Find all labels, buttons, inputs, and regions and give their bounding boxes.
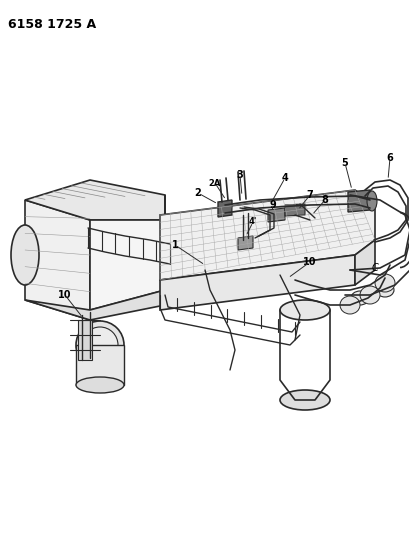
Text: 5: 5 — [341, 158, 348, 168]
Ellipse shape — [350, 291, 368, 305]
Text: 3: 3 — [236, 170, 243, 180]
Ellipse shape — [339, 296, 359, 314]
Ellipse shape — [11, 225, 39, 285]
Text: C: C — [371, 263, 378, 273]
Polygon shape — [25, 290, 164, 320]
Text: 1: 1 — [171, 240, 178, 250]
Polygon shape — [354, 240, 374, 285]
Polygon shape — [78, 320, 92, 360]
Polygon shape — [267, 208, 284, 222]
Ellipse shape — [279, 390, 329, 410]
Ellipse shape — [82, 327, 118, 363]
Text: 2A: 2A — [208, 179, 220, 188]
Text: 7: 7 — [306, 190, 312, 200]
Text: 9: 9 — [269, 200, 276, 210]
Polygon shape — [25, 180, 164, 220]
Polygon shape — [76, 345, 124, 385]
Polygon shape — [218, 200, 231, 217]
Polygon shape — [160, 190, 374, 280]
Polygon shape — [347, 190, 369, 212]
Text: 2: 2 — [194, 188, 201, 198]
Text: 10: 10 — [303, 257, 316, 267]
Ellipse shape — [76, 377, 124, 393]
Text: 8: 8 — [321, 195, 328, 205]
Ellipse shape — [279, 300, 329, 320]
Text: 6: 6 — [386, 153, 392, 163]
Text: 4: 4 — [281, 173, 288, 183]
Ellipse shape — [374, 274, 394, 292]
Polygon shape — [90, 195, 164, 310]
Polygon shape — [25, 200, 90, 320]
Ellipse shape — [76, 321, 124, 369]
Polygon shape — [237, 236, 252, 250]
Ellipse shape — [366, 191, 376, 211]
Ellipse shape — [375, 283, 393, 297]
Text: 6158 1725 A: 6158 1725 A — [8, 18, 96, 31]
Text: 10: 10 — [58, 290, 72, 300]
Text: 4': 4' — [248, 217, 256, 227]
Polygon shape — [160, 255, 354, 310]
Polygon shape — [284, 204, 304, 216]
Ellipse shape — [359, 286, 379, 304]
